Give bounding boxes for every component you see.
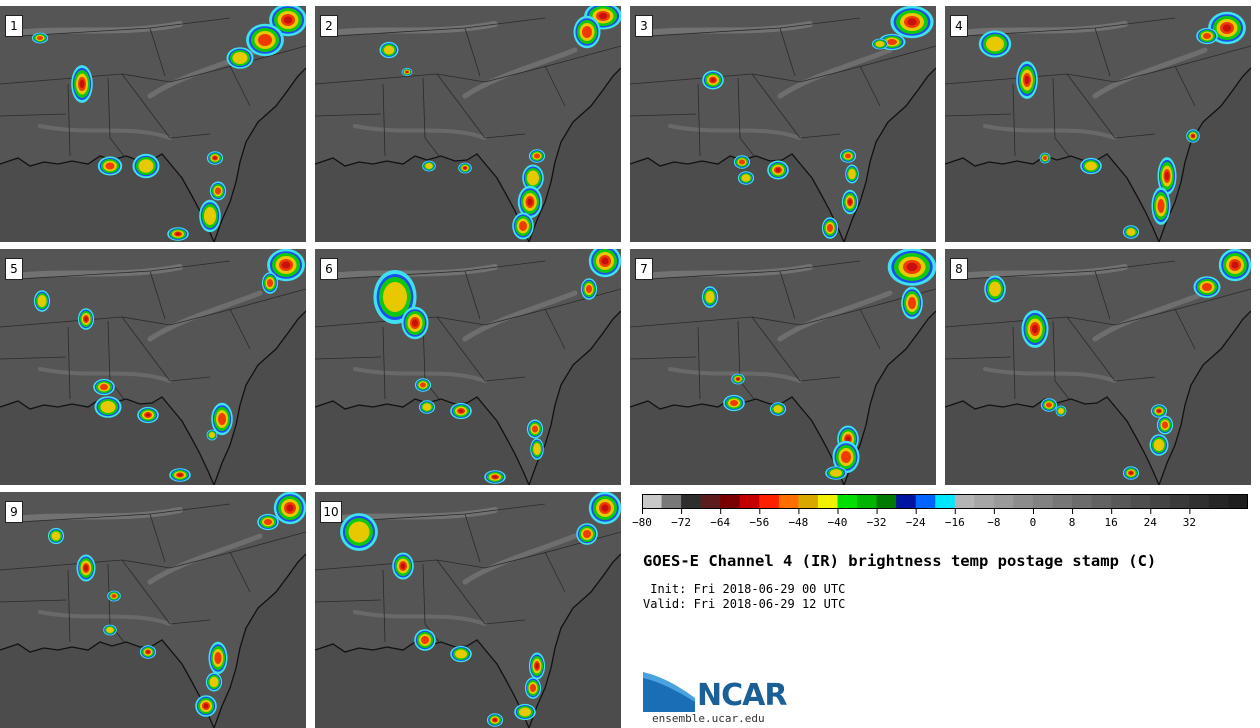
stamp-panel-2: 2 (315, 6, 621, 242)
colorbar-tick-label: −64 (710, 516, 731, 529)
colorbar-swatch (1052, 494, 1073, 509)
colorbar-tick-label: −48 (788, 516, 809, 529)
colorbar-tick-label: −24 (905, 516, 926, 529)
colorbar-swatch (642, 494, 663, 509)
colorbar-swatch (759, 494, 780, 509)
stamp-panel-9: 9 (0, 492, 306, 728)
colorbar-swatch (993, 494, 1014, 509)
panel-label-4: 4 (950, 15, 968, 37)
ncar-logo-text: NCAR (697, 678, 787, 713)
colorbar-swatch (935, 494, 956, 509)
colorbar-swatch (1032, 494, 1054, 509)
satellite-map-10 (315, 492, 621, 728)
colorbar-swatch (857, 494, 878, 509)
colorbar-swatch (1013, 494, 1034, 509)
init-time: Init: Fri 2018-06-29 00 UTC (643, 582, 846, 596)
colorbar-swatch (681, 494, 702, 509)
panel-label-6: 6 (320, 258, 338, 280)
panel-label-2: 2 (320, 15, 338, 37)
colorbar-swatch (915, 494, 936, 509)
panel-label-7: 7 (635, 258, 653, 280)
colorbar-tick-label: −8 (987, 516, 1001, 529)
temperature-colorbar (642, 494, 1248, 514)
colorbar-swatch (974, 494, 995, 509)
colorbar-swatch (954, 494, 975, 509)
colorbar-tick-label: −80 (632, 516, 652, 529)
figure-title: GOES-E Channel 4 (IR) brightness temp po… (643, 552, 1157, 570)
colorbar-swatch (1189, 494, 1210, 509)
satellite-map-9 (0, 492, 306, 728)
stamp-panel-8: 8 (945, 249, 1251, 485)
panel-label-1: 1 (5, 15, 23, 37)
colorbar-swatch (1130, 494, 1151, 509)
colorbar-swatch (739, 494, 760, 509)
colorbar-swatch (720, 494, 741, 509)
panel-label-3: 3 (635, 15, 653, 37)
colorbar-tick-label: 16 (1104, 516, 1118, 529)
valid-time: Valid: Fri 2018-06-29 12 UTC (643, 597, 846, 611)
ncar-logo-icon (643, 672, 695, 712)
colorbar-tick-label: −16 (944, 516, 965, 529)
stamp-panel-5: 5 (0, 249, 306, 485)
panel-label-10: 10 (320, 501, 342, 523)
colorbar-tick-label: 24 (1143, 516, 1157, 529)
stamp-panel-4: 4 (945, 6, 1251, 242)
ensemble-url: ensemble.ucar.edu (652, 712, 765, 725)
colorbar-swatch (778, 494, 799, 509)
colorbar-tick-label: −72 (671, 516, 692, 529)
stamp-panel-1: 1 (0, 6, 306, 242)
panel-label-5: 5 (5, 258, 23, 280)
colorbar-swatch (1111, 494, 1132, 509)
panel-label-9: 9 (5, 501, 23, 523)
colorbar-swatch (1150, 494, 1171, 509)
satellite-map-8 (945, 249, 1251, 485)
colorbar-swatch (1228, 494, 1248, 509)
colorbar-tick-label: −32 (866, 516, 887, 529)
colorbar-swatch (876, 494, 897, 509)
colorbar-tick-label: −40 (827, 516, 848, 529)
stamp-panel-3: 3 (630, 6, 936, 242)
satellite-map-1 (0, 6, 306, 242)
colorbar-tick-label: 32 (1182, 516, 1196, 529)
colorbar-swatch (1072, 494, 1093, 509)
colorbar-swatch (1169, 494, 1190, 509)
colorbar-swatch (837, 494, 858, 509)
stamp-panel-6: 6 (315, 249, 621, 485)
colorbar-swatch (896, 494, 917, 509)
satellite-map-5 (0, 249, 306, 485)
colorbar-swatch (661, 494, 682, 509)
colorbar-swatch (1091, 494, 1112, 509)
stamp-panel-7: 7 (630, 249, 936, 485)
satellite-map-2 (315, 6, 621, 242)
colorbar-swatch (817, 494, 838, 509)
colorbar-tick-label: −56 (749, 516, 770, 529)
satellite-map-3 (630, 6, 936, 242)
satellite-map-7 (630, 249, 936, 485)
satellite-map-6 (315, 249, 621, 485)
colorbar-swatch (1208, 494, 1229, 509)
stamp-panel-10: 10 (315, 492, 621, 728)
colorbar-swatch (700, 494, 721, 509)
colorbar-swatch (798, 494, 819, 509)
satellite-map-4 (945, 11, 1251, 242)
colorbar-tick-label: 0 (1029, 516, 1037, 529)
colorbar-tick-label: 8 (1068, 516, 1076, 529)
panel-label-8: 8 (950, 258, 968, 280)
